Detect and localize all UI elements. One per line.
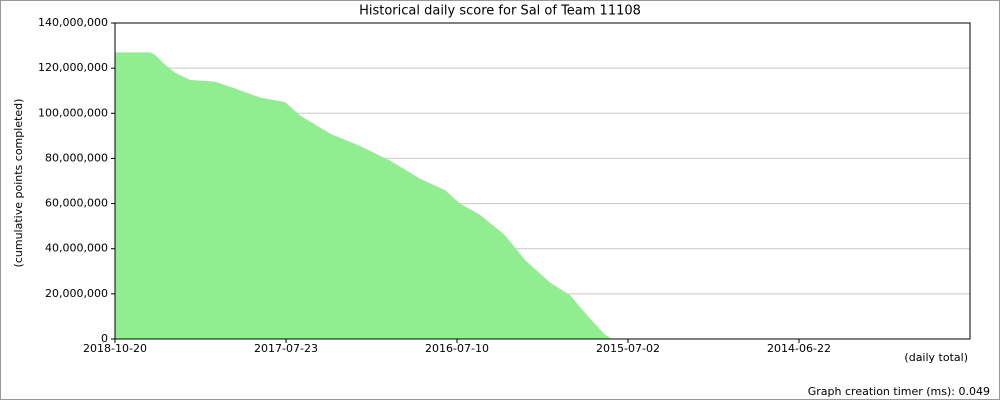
area (115, 52, 613, 339)
footer: Graph creation timer (ms): 0.049 (808, 385, 990, 398)
y-tick-label: 40,000,000 (45, 242, 108, 255)
x-axis-label: (daily total) (904, 351, 968, 364)
y-tick-label: 140,000,000 (38, 16, 108, 29)
plot-border (114, 22, 971, 340)
y-tick-label: 20,000,000 (45, 287, 108, 300)
x-tick-label: 2016-07-10 (425, 342, 489, 355)
y-tick-label: 80,000,000 (45, 151, 108, 164)
x-tick-label: 2015-07-02 (596, 342, 660, 355)
x-tick-label: 2014-06-22 (767, 342, 831, 355)
chart-title: Historical daily score for Sal of Team 1… (359, 4, 641, 19)
y-tick-label: 120,000,000 (38, 61, 108, 74)
y-axis-label: (cumulative points completed) (12, 99, 25, 268)
y-tick-label: 0 (101, 332, 108, 345)
y-tick-label: 100,000,000 (38, 106, 108, 119)
x-tick-label: 2017-07-23 (254, 342, 318, 355)
y-tick-label: 60,000,000 (45, 197, 108, 210)
x-tick-label: 2018-10-20 (83, 342, 147, 355)
